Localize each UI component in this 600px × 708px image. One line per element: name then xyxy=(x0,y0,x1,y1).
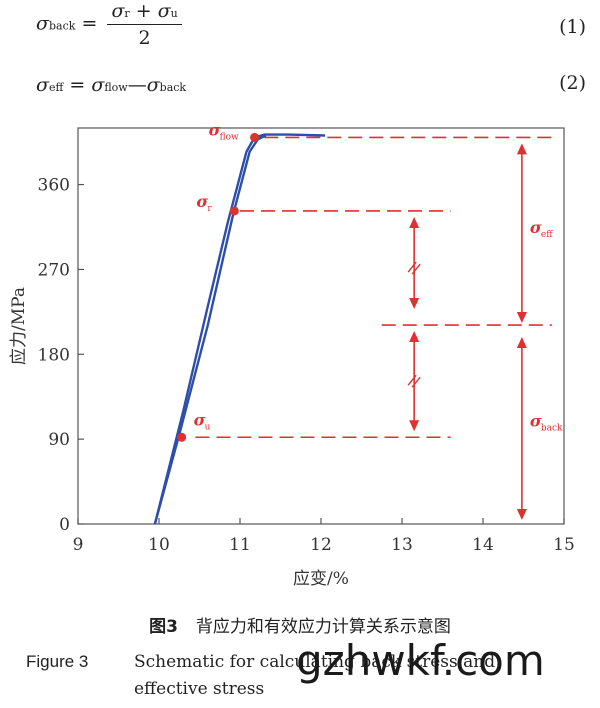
marker-point-r xyxy=(229,206,239,216)
marker-label-flow: σ xyxy=(209,120,221,139)
y-tick-label: 0 xyxy=(59,515,70,535)
break-mark-upper-a xyxy=(407,261,417,273)
equation-1: σback = σr + σu 2 xyxy=(36,0,182,49)
break-mark-lower-a xyxy=(407,374,417,386)
eq1-num-a: σ xyxy=(111,0,125,22)
marker-label-u: σ xyxy=(194,410,206,429)
y-tick-label: 180 xyxy=(38,345,70,365)
eff-sub: eff xyxy=(541,230,553,240)
eq2-minus: — xyxy=(127,74,147,96)
y-axis-ticks: 0 90 180 270 360 xyxy=(38,176,84,535)
eq1-denominator: 2 xyxy=(138,27,151,49)
equation-2: σeff = σflow—σback xyxy=(36,74,186,96)
x-tick-label: 9 xyxy=(73,535,84,555)
break-mark-lower-b xyxy=(411,376,421,388)
eq1-num-b: σ xyxy=(157,0,171,22)
stress-strain-curve-2 xyxy=(153,134,267,525)
eq2-b-sub: back xyxy=(159,81,187,94)
eq2-b: σ xyxy=(146,74,160,96)
eq1-lhs: σ xyxy=(36,12,49,35)
eq1-fraction: σr + σu 2 xyxy=(107,0,182,49)
eq2-a-sub: flow xyxy=(104,81,128,94)
marker-label-r: σ xyxy=(196,192,208,211)
caption-en-line1: Schematic for calculating back stress an… xyxy=(134,652,496,672)
eq1-equals: = xyxy=(81,12,98,35)
plot-frame xyxy=(77,127,565,525)
x-tick-label: 12 xyxy=(310,535,332,555)
arrow-eff-head-up xyxy=(516,143,527,155)
y-tick-label: 270 xyxy=(38,260,70,280)
caption-english: Figure 3 Schematic for calculating back s… xyxy=(26,648,586,703)
caption-en-fig: Figure 3 xyxy=(26,652,89,671)
arrow-back-head-down xyxy=(516,509,527,520)
caption-en-line2: effective stress xyxy=(134,679,265,699)
caption-cn-fig: 图3 xyxy=(149,617,178,637)
eq2-lhs-sub: eff xyxy=(48,81,64,94)
eff-label: σ xyxy=(530,218,542,237)
arrow-back-head-up xyxy=(516,337,527,349)
caption-chinese: 图3 背应力和有效应力计算关系示意图 xyxy=(0,612,600,637)
watermark-text: gzhwkf.com xyxy=(296,636,545,685)
y-axis-label: 应力/MPa xyxy=(9,287,29,365)
arrow-r-mid-head-up xyxy=(409,216,420,228)
eq2-lhs: σ xyxy=(36,74,49,96)
arrow-mid-u-head-down xyxy=(409,420,420,432)
marker-point-u xyxy=(177,432,187,442)
equation-1-number: (1) xyxy=(559,16,586,38)
eq1-lhs-sub: back xyxy=(48,19,76,33)
arrow-eff-head-down xyxy=(516,312,527,324)
x-tick-label: 10 xyxy=(148,535,170,555)
dashed-guides xyxy=(195,136,552,439)
marker-sub-u: u xyxy=(205,422,211,432)
eq1-num-a-sub: r xyxy=(124,7,130,20)
x-axis-label: 应变/% xyxy=(293,569,349,589)
y-tick-label: 360 xyxy=(38,176,70,196)
eq1-num-b-sub: u xyxy=(170,7,178,20)
arrow-mid-u-head-up xyxy=(409,331,420,343)
eq1-numerator: σr + σu xyxy=(107,0,182,25)
x-tick-label: 11 xyxy=(229,535,251,555)
x-axis-ticks: 9 10 11 12 13 14 15 xyxy=(73,518,575,555)
stress-strain-curve-1 xyxy=(153,133,326,525)
caption-cn-text: 背应力和有效应力计算关系示意图 xyxy=(195,617,451,637)
x-tick-label: 13 xyxy=(391,535,413,555)
stress-strain-curves xyxy=(153,133,326,525)
eq2-a: σ xyxy=(91,74,105,96)
marker-point-flow xyxy=(250,132,260,142)
break-mark-upper-b xyxy=(411,263,421,275)
x-tick-label: 15 xyxy=(553,535,575,555)
marker-sub-r: r xyxy=(207,204,212,214)
y-tick-label: 90 xyxy=(48,430,70,450)
marker-sub-flow: flow xyxy=(220,132,239,142)
x-tick-label: 14 xyxy=(472,535,494,555)
back-sub: back xyxy=(541,424,563,434)
eq2-equals: = xyxy=(69,74,86,96)
back-label: σ xyxy=(530,412,542,431)
equation-2-number: (2) xyxy=(559,72,586,94)
eq1-plus: + xyxy=(129,0,158,22)
arrow-r-mid-head-down xyxy=(409,298,420,310)
